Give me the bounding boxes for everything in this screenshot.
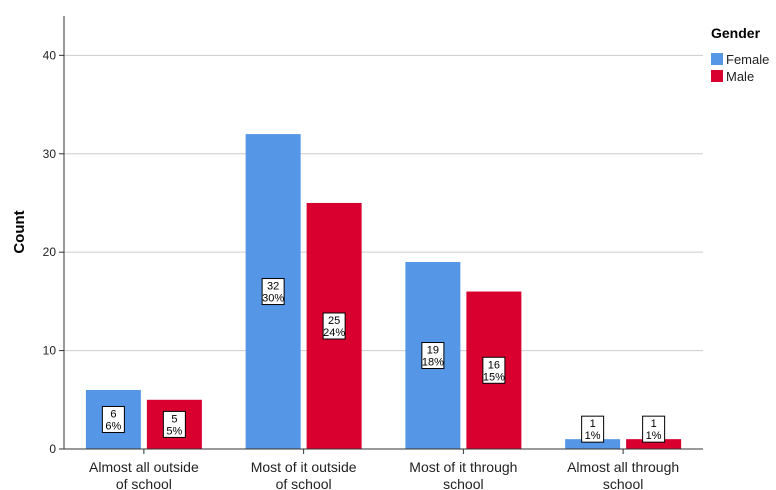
grid-lines <box>64 55 703 350</box>
data-label-percent: 5% <box>166 425 182 437</box>
data-label-count: 32 <box>267 281 279 293</box>
data-label-percent: 15% <box>483 371 505 383</box>
legend-swatch-female <box>711 53 723 65</box>
x-tick-label: Most of it outside <box>251 459 357 475</box>
data-label-percent: 6% <box>105 420 121 432</box>
x-tick-label: school <box>443 476 483 490</box>
data-label-percent: 1% <box>585 430 601 442</box>
data-label-count: 1 <box>590 418 596 430</box>
data-label-count: 6 <box>110 408 116 420</box>
bars <box>86 134 681 449</box>
y-tick-label: 30 <box>43 147 57 161</box>
legend-title: Gender <box>711 25 761 41</box>
legend-label-male: Male <box>726 69 754 84</box>
y-tick-label: 0 <box>49 442 56 456</box>
x-tick-label: Almost all through <box>567 459 679 475</box>
x-tick-label: of school <box>116 476 172 490</box>
x-tick-label: Most of it through <box>409 459 517 475</box>
data-label-count: 5 <box>171 413 177 425</box>
y-tick-label: 10 <box>43 344 57 358</box>
y-tick-label: 20 <box>43 245 57 259</box>
data-label-count: 25 <box>328 315 340 327</box>
data-label-percent: 24% <box>323 327 345 339</box>
data-label-percent: 18% <box>422 357 444 369</box>
legend: Gender Female Male <box>711 25 769 84</box>
data-label-count: 16 <box>488 359 500 371</box>
data-label-count: 1 <box>651 418 657 430</box>
legend-swatch-male <box>711 70 723 82</box>
data-label-count: 19 <box>427 345 439 357</box>
x-tick-label: school <box>603 476 643 490</box>
x-tick-label: of school <box>276 476 332 490</box>
x-tick-label: Almost all outside <box>89 459 199 475</box>
y-axis-label: Count <box>11 210 28 253</box>
data-label-percent: 30% <box>262 293 284 305</box>
y-tick-label: 40 <box>43 48 57 62</box>
data-label-percent: 1% <box>646 430 662 442</box>
legend-label-female: Female <box>726 52 769 67</box>
